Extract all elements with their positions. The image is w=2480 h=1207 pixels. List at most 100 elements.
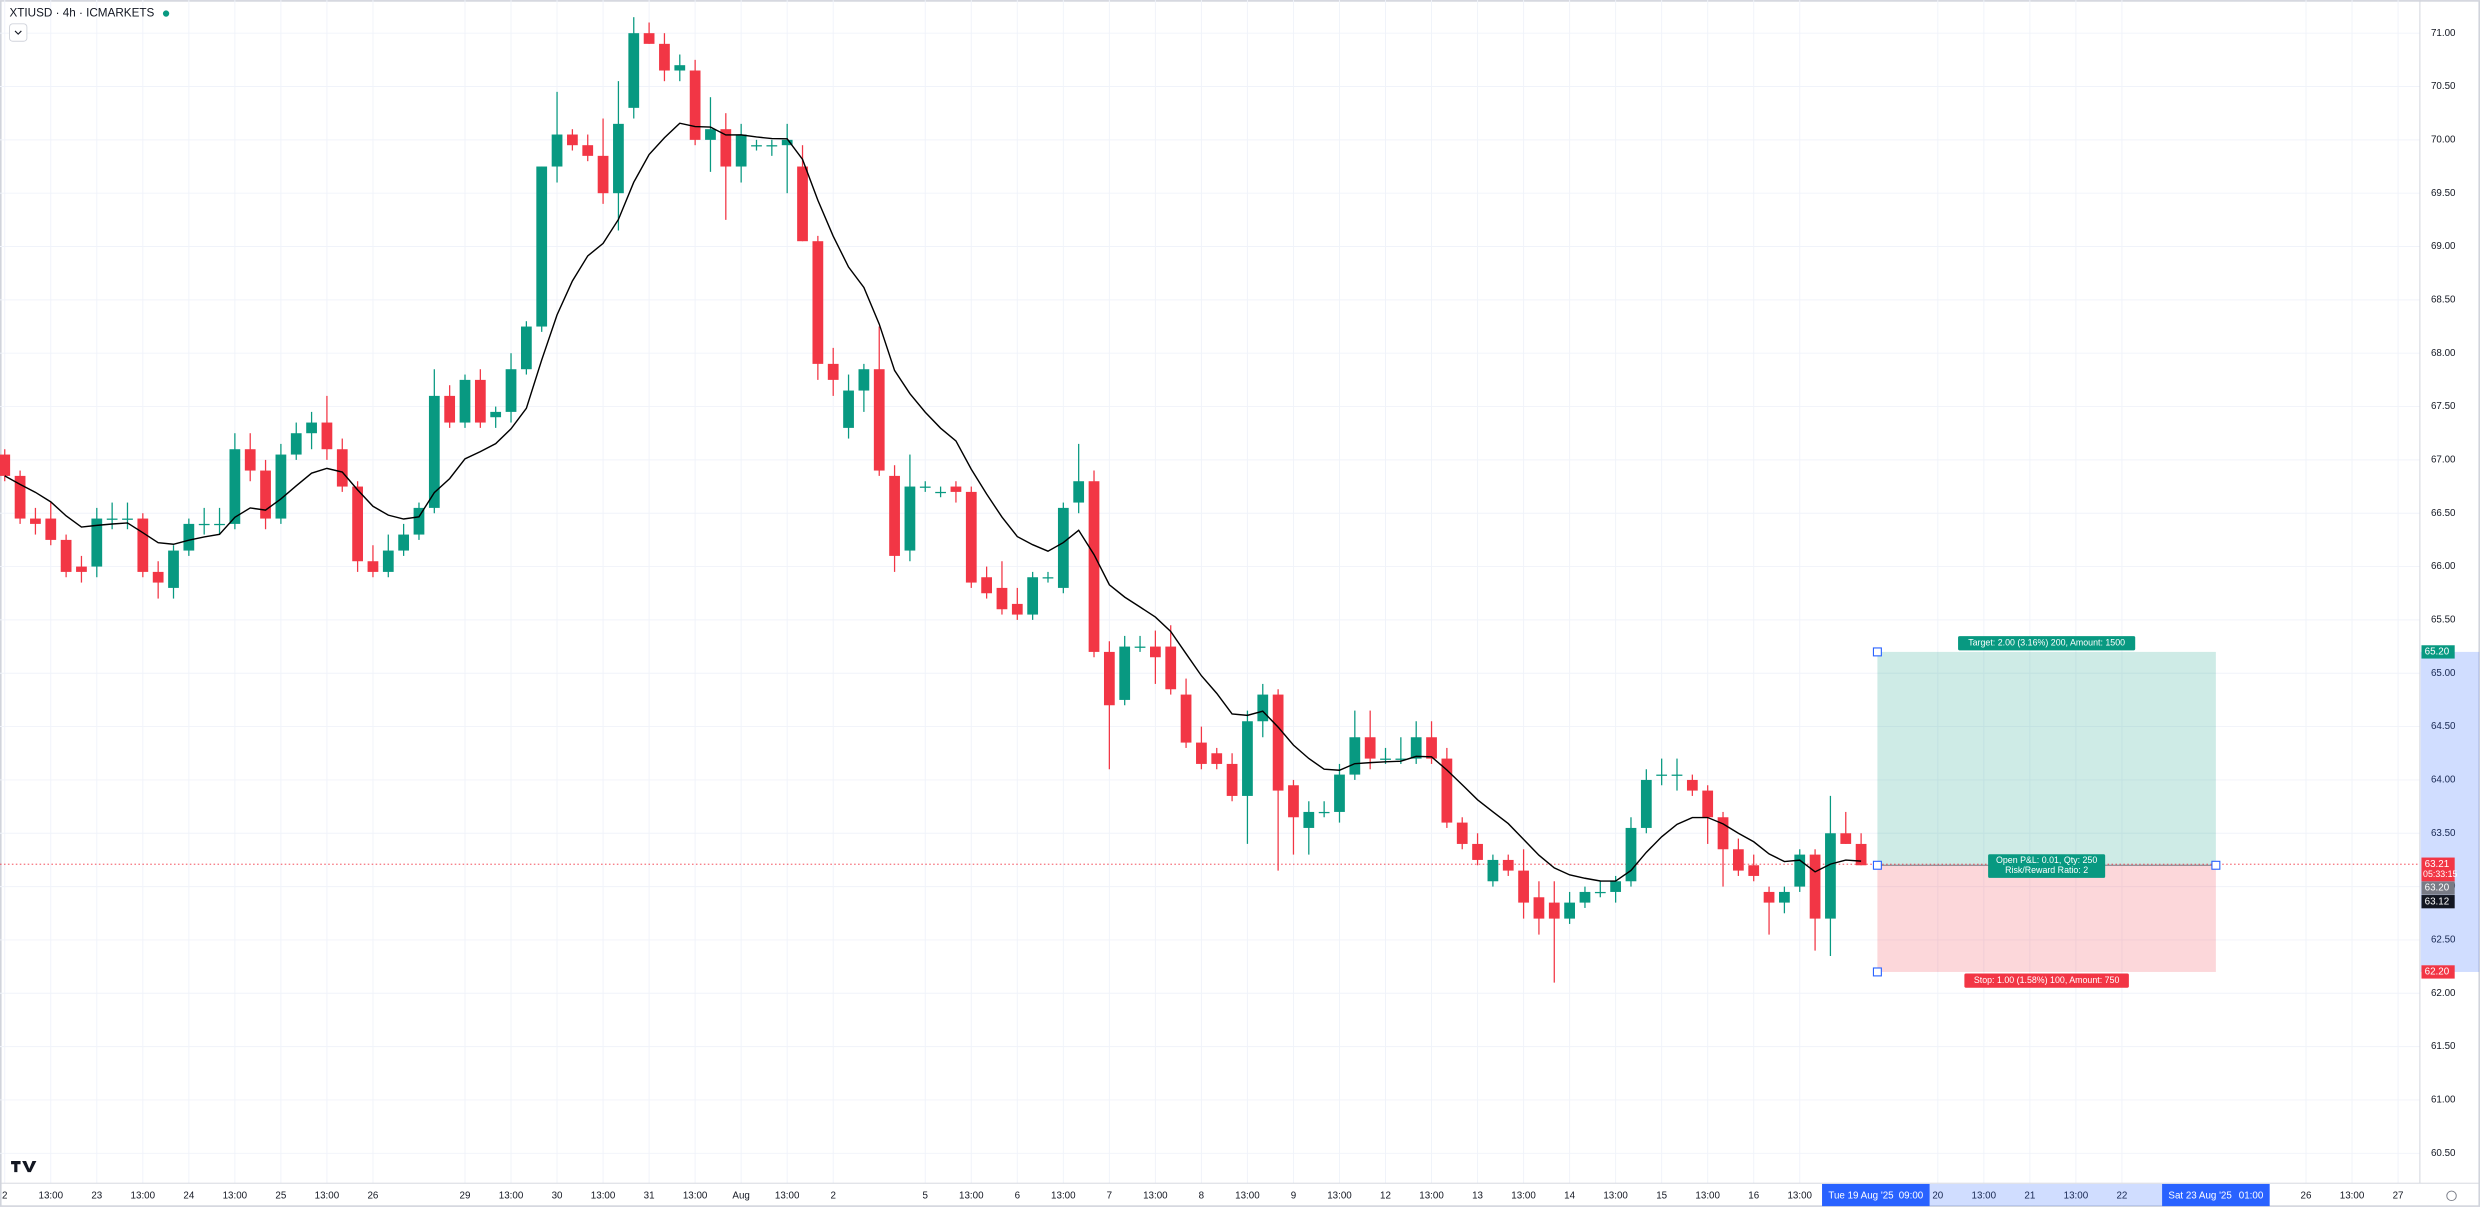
status-dot	[162, 10, 170, 17]
candle-body	[198, 523, 210, 526]
y-tick-label: 60.50	[2431, 1148, 2456, 1159]
price-label-box	[2421, 857, 2455, 882]
candle-body	[628, 33, 640, 108]
candle-body	[260, 470, 271, 519]
x-tick-label: 24	[183, 1190, 194, 1201]
candle-body	[1088, 481, 1100, 652]
price-label-box	[2421, 965, 2455, 979]
candle-body	[290, 433, 302, 455]
x-tick-label: 13:00	[1603, 1190, 1628, 1201]
y-tick-label: 67.00	[2431, 454, 2456, 465]
position-label-box	[1964, 973, 2129, 988]
candle-body	[1487, 859, 1499, 882]
candle-body	[413, 507, 425, 535]
y-tick-label: 70.50	[2431, 81, 2456, 92]
candle-body	[674, 65, 686, 71]
x-tick-label: 13:00	[591, 1190, 616, 1201]
date-marker: Tue 19 Aug '25	[1828, 1190, 1894, 1201]
collapse-button[interactable]	[9, 23, 28, 42]
candle-body	[122, 518, 133, 520]
y-tick-label: 66.00	[2431, 561, 2456, 572]
price-axis-band	[2420, 651, 2480, 972]
candle-body	[168, 550, 179, 588]
candle-body	[1180, 694, 1192, 743]
candle-body	[0, 454, 11, 476]
candle-body	[1042, 577, 1054, 579]
x-tick-label: 22	[2116, 1190, 2127, 1201]
candle-body	[321, 422, 333, 450]
candle-body	[873, 369, 885, 471]
candle-body	[137, 518, 149, 572]
x-tick-label: 23	[91, 1190, 102, 1201]
x-tick-label: 7	[1107, 1190, 1112, 1201]
position-label-box	[1988, 854, 2106, 878]
candle-body	[1809, 854, 1821, 919]
candle-body	[643, 33, 655, 44]
candle-body	[582, 145, 594, 156]
candle-body	[1610, 881, 1622, 892]
candle-body	[336, 449, 348, 487]
candle-body	[1794, 854, 1806, 887]
candle-body	[45, 518, 57, 540]
position-label: Target: 2.00 (3.16%) 200, Amount: 1500	[1968, 638, 2125, 648]
x-tick-label: 13:00	[1511, 1190, 1536, 1201]
x-tick-label: 6	[1015, 1190, 1021, 1201]
drag-handle[interactable]	[1872, 860, 1882, 870]
position-label: Stop: 1.00 (1.58%) 100, Amount: 750	[1974, 975, 2120, 985]
x-tick-label: 13:00	[39, 1190, 64, 1201]
x-tick-label: 13:00	[2340, 1190, 2365, 1201]
x-tick-label: Aug	[732, 1190, 749, 1201]
chevron-icon	[14, 30, 22, 35]
candle-body	[1257, 694, 1269, 722]
x-tick-label: 13:00	[1051, 1190, 1076, 1201]
candle-body	[352, 486, 363, 562]
price-label: 62.20	[2425, 967, 2450, 978]
x-tick-label: 13:00	[683, 1190, 708, 1201]
candle-body	[1165, 646, 1177, 690]
candle-body	[183, 523, 195, 551]
y-tick-label: 67.50	[2431, 401, 2456, 412]
candle-body	[1134, 646, 1146, 648]
x-tick-label: 31	[644, 1190, 655, 1201]
candle-body	[91, 518, 103, 567]
time-axis-band	[1822, 1183, 2270, 1207]
drag-handle[interactable]	[1872, 967, 1882, 977]
candle-body	[1380, 758, 1391, 760]
date-marker-box	[2162, 1183, 2270, 1207]
candle-body	[1594, 891, 1606, 894]
x-tick-label: 8	[1199, 1190, 1205, 1201]
drag-handle[interactable]	[2211, 860, 2221, 870]
candle-body	[214, 523, 225, 526]
candle-body	[229, 449, 241, 524]
candle-body	[490, 411, 502, 418]
y-tick-label: 68.50	[2431, 294, 2456, 305]
x-tick-label: 25	[275, 1190, 286, 1201]
candle-body	[797, 166, 808, 242]
candle-body	[520, 326, 532, 370]
candle-body	[1334, 774, 1345, 812]
candle-body	[1410, 737, 1422, 759]
candle-body	[705, 129, 716, 140]
candle-body	[444, 395, 456, 423]
candle-body	[935, 491, 946, 494]
candle-body	[720, 129, 732, 167]
candle-body	[1426, 737, 1437, 759]
candle-body	[1057, 507, 1069, 588]
axes: 71.00 70.50 70.00 69.50 69.00 68.50 68.00 67.50…	[2, 28, 2480, 1207]
candle-body	[950, 486, 962, 492]
candle-body	[1564, 902, 1575, 919]
date-marker-box	[1822, 1183, 1930, 1207]
candle-body	[1702, 790, 1714, 818]
candle-body	[428, 395, 440, 508]
candle-body	[1548, 902, 1560, 919]
candle-body	[1502, 859, 1514, 871]
x-tick-label: 13:00	[959, 1190, 984, 1201]
position-label: Open P&L: 0.01, Qty: 250	[1996, 855, 2097, 865]
candle-body	[1011, 603, 1023, 615]
drag-handle[interactable]	[1872, 647, 1882, 657]
x-tick-label: 13:00	[315, 1190, 340, 1201]
settings-icon[interactable]	[2446, 1190, 2457, 1202]
candle-body	[1150, 646, 1161, 658]
candle-body	[843, 390, 854, 428]
